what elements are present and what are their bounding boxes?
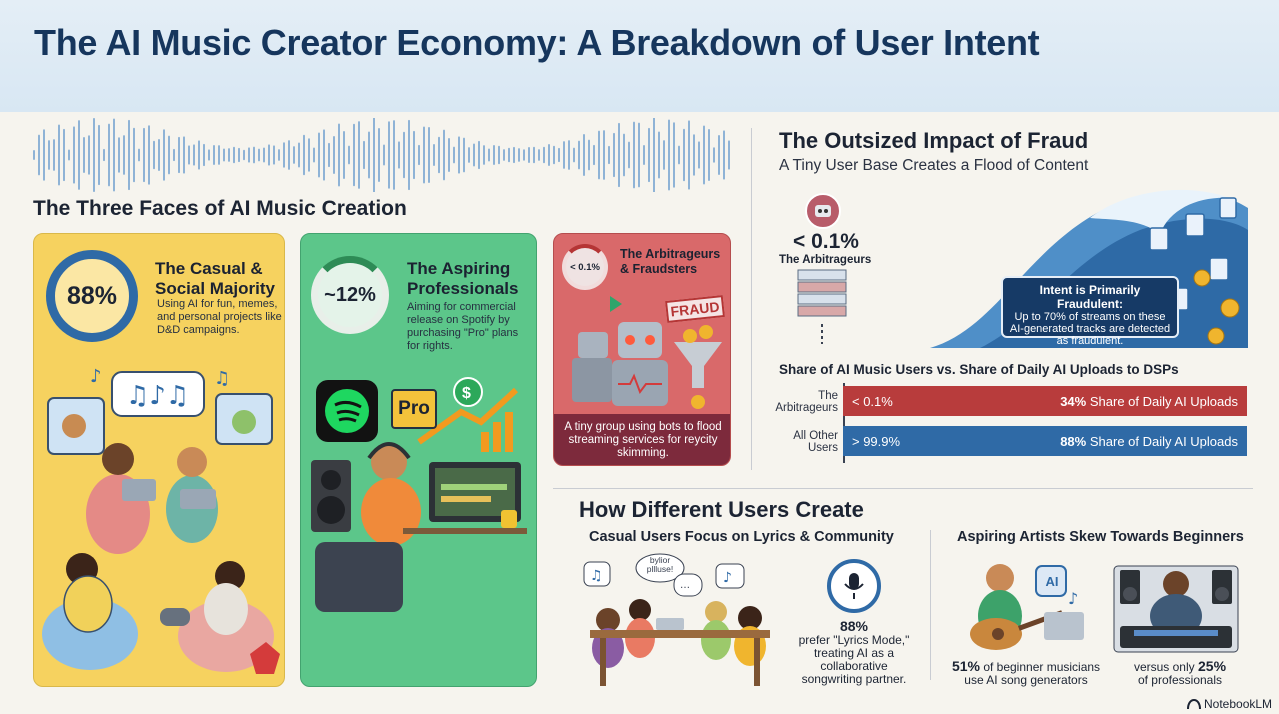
arbitrageurs-heading: The Arbitrageurs & Fraudsters [620,247,721,276]
share-chart-title: Share of AI Music Users vs. Share of Dai… [779,362,1179,377]
casual-stat-ring: 88% [46,250,138,342]
casual-majority-card: 88% The Casual & Social Majority Using A… [33,233,285,687]
casual-description: Using AI for fun, memes, and personal pr… [157,298,282,336]
arbitrageurs-stat-ring: < 0.1% [562,244,608,290]
other-users-bar: > 99.9% 88% Share of Daily AI Uploads [843,426,1247,456]
professional-stat: 25% [1198,658,1227,674]
beginner-stat: 51% [951,658,980,674]
soundwave-decoration [33,118,730,192]
lyrics-mode-text: prefer "Lyrics Mode," treating AI as a c… [798,633,910,686]
casual-heading: The Casual & Social Majority [155,259,275,298]
bot-robots-illustration [572,296,722,409]
fraud-impact-subtitle: A Tiny User Base Creates a Flood of Cont… [779,157,1089,174]
arbitrageurs-stat: < 0.1% [570,261,600,273]
arbitrageurs-users-share: < 0.1% [852,393,893,409]
arbitrageurs-card: < 0.1% The Arbitrageurs & Fraudsters FRA… [553,233,731,466]
beginner-text: of beginner musicians use AI song genera… [964,660,1101,687]
professional-text: of professionals [1137,673,1223,687]
professional-stat-block: versus only 25% of professionals [1118,658,1242,687]
ai-badge: AI [1045,574,1059,589]
section-divider [751,128,752,470]
notebooklm-logo-icon [1187,698,1201,710]
casual-people-illustration: ♫♪♫ ♪ ♫ [42,366,280,674]
brand-mark: NotebookLM [1187,697,1272,711]
arbitrageurs-row-label: The Arbitrageurs [775,390,838,414]
arbitrageurs-share-stat: < 0.1% [793,230,859,253]
casual-create-heading: Casual Users Focus on Lyrics & Community [589,529,894,545]
fraud-callout-title: Intent is Primarily Fraudulent: [1039,283,1141,311]
songwriting-group-illustration: ♫ … ♪ [583,553,770,686]
aspiring-create-heading: Aspiring Artists Skew Towards Beginners [957,529,1244,545]
section-divider-horizontal [553,488,1253,489]
beginner-stat-block: 51% of beginner musicians use AI song ge… [944,658,1108,687]
lyrics-mode-stat: 88% [839,618,869,634]
pro-badge: Pro [391,389,437,429]
aspiring-professionals-card: ~12% The Aspiring Professionals Aiming f… [300,233,537,687]
other-users-uploads-share: 88% [1060,433,1087,449]
header-banner: The AI Music Creator Economy: A Breakdow… [0,0,1279,112]
aspiring-stat-ring: ~12% [311,256,389,334]
casual-stat: 88% [66,281,118,310]
svg-text:♫♪♫: ♫♪♫ [126,381,189,411]
svg-text:♫: ♫ [590,568,603,584]
other-users-uploads-text: Share of Daily AI Uploads [1089,433,1238,449]
microphone-icon [827,559,881,613]
speech-bubble-text: bylior pllluse! [646,555,674,574]
share-chart-axis [843,383,845,463]
create-divider [930,530,931,680]
svg-text:♫: ♫ [214,368,230,389]
create-section-title: How Different Users Create [579,497,864,522]
svg-text:…: … [680,580,690,591]
svg-text:♪: ♪ [1068,589,1078,608]
robot-icon [805,193,841,229]
other-users-row-label: All Other Users [793,430,838,454]
fraud-callout-body: Up to 70% of streams on these AI-generat… [1009,311,1171,347]
aspiring-heading: The Aspiring Professionals [407,259,519,298]
lyrics-mode-stat-block: 88% prefer "Lyrics Mode," treating AI as… [790,618,918,686]
brand-name: NotebookLM [1204,697,1273,711]
other-users-share: > 99.9% [852,433,901,449]
aspiring-stat: ~12% [324,283,376,306]
musician-illustration: ♪ [970,564,1239,653]
professional-prefix: versus only [1133,660,1195,674]
fraud-callout: Intent is Primarily Fraudulent: Up to 70… [1001,276,1179,347]
aspiring-description: Aiming for commercial release on Spotify… [407,301,519,352]
faces-section-title: The Three Faces of AI Music Creation [33,197,407,220]
page-title: The AI Music Creator Economy: A Breakdow… [34,22,1040,63]
svg-text:$: $ [462,385,471,402]
arbitrageurs-share-label: The Arbitrageurs [779,254,872,266]
fraud-impact-title: The Outsized Impact of Fraud [779,128,1089,153]
arbitrageurs-uploads-text: Share of Daily AI Uploads [1089,393,1238,409]
arbitrageurs-caption: A tiny group using bots to flood streami… [554,414,730,465]
arbitrageurs-bar: < 0.1% 34% Share of Daily AI Uploads [843,386,1247,416]
studio-illustration: $ [311,377,527,612]
svg-text:♪: ♪ [723,570,732,586]
arbitrageurs-uploads-share: 34% [1060,393,1087,409]
svg-text:♪: ♪ [90,366,102,387]
